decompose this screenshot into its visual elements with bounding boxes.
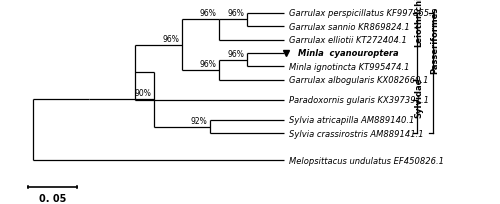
Text: 96%: 96% — [228, 49, 244, 58]
Text: 90%: 90% — [134, 89, 152, 98]
Text: Garrulax perspicillatus KF997865.1: Garrulax perspicillatus KF997865.1 — [288, 9, 437, 18]
Text: Melopsittacus undulatus EF450826.1: Melopsittacus undulatus EF450826.1 — [288, 156, 444, 165]
Text: 96%: 96% — [200, 9, 216, 18]
Text: Sylvia crassirostris AM889141.1: Sylvia crassirostris AM889141.1 — [288, 129, 424, 138]
Text: Garrulax elliotii KT272404.1: Garrulax elliotii KT272404.1 — [288, 36, 406, 45]
Text: Leiothrichidae: Leiothrichidae — [414, 0, 424, 47]
Text: Sylvia atricapilla AM889140.1: Sylvia atricapilla AM889140.1 — [288, 116, 414, 125]
Text: 0. 05: 0. 05 — [39, 193, 66, 203]
Text: Garrulax sannio KR869824.1: Garrulax sannio KR869824.1 — [288, 23, 410, 31]
Text: Garrulax albogularis KX082660.1: Garrulax albogularis KX082660.1 — [288, 76, 428, 85]
Text: Paradoxornis gularis KX397391.1: Paradoxornis gularis KX397391.1 — [288, 96, 428, 105]
Text: 92%: 92% — [190, 116, 208, 125]
Text: Sylvidae: Sylvidae — [414, 77, 424, 117]
Text: 96%: 96% — [162, 34, 180, 43]
Text: Minla ignotincta KT995474.1: Minla ignotincta KT995474.1 — [288, 63, 409, 71]
Text: 96%: 96% — [228, 9, 244, 18]
Text: 96%: 96% — [200, 59, 216, 68]
Text: Minla  cyanouroptera: Minla cyanouroptera — [298, 49, 398, 58]
Text: Passeriformes: Passeriformes — [430, 7, 440, 74]
